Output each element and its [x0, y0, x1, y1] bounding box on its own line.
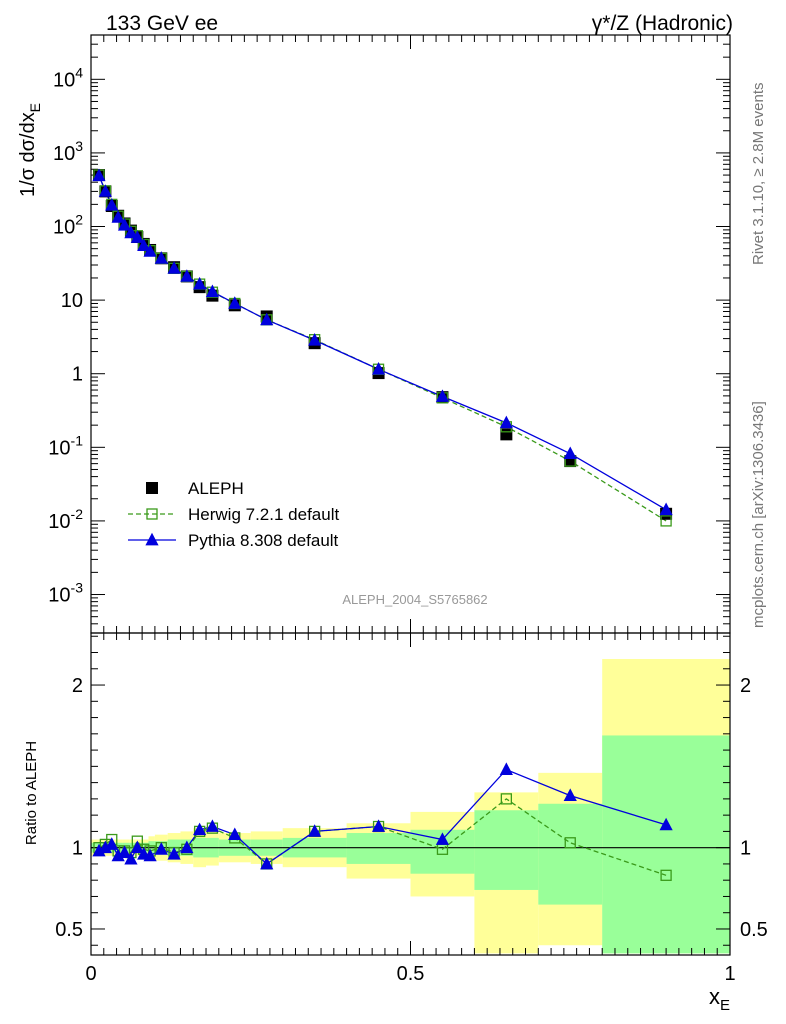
ratio-pythia-point: [499, 762, 513, 776]
mcplots-label: mcplots.cern.ch [arXiv:1306.3436]: [750, 401, 767, 628]
main-line-pythia: [98, 175, 667, 511]
ratio-pythia-point: [143, 848, 157, 862]
ratio-pythia-point: [435, 832, 450, 845]
pythia-point: [143, 244, 157, 257]
legend-label: Pythia 8.308 default: [188, 531, 339, 550]
legend-marker: [146, 482, 158, 494]
pythia-point: [117, 218, 132, 231]
analysis-watermark: ALEPH_2004_S5765862: [342, 592, 487, 607]
pythia-point: [98, 184, 112, 197]
header-left: 133 GeV ee: [106, 12, 218, 35]
pythia-point: [167, 261, 181, 274]
ratio-y-tick-label-left: 0.5: [55, 919, 83, 941]
main-line-herwig: [98, 174, 667, 522]
ratio-herwig-point: [500, 793, 513, 805]
pythia-point: [111, 210, 125, 223]
main-y-axis-label: 1/σ dσ/dxE: [17, 103, 43, 197]
pythia-point: [124, 225, 138, 239]
ratio-pythia-point: [659, 817, 673, 831]
ratio-pythia-point: [98, 840, 112, 854]
pythia-point: [371, 362, 386, 375]
ratio-herwig-point: [564, 837, 576, 849]
main-y-tick-label: 103: [53, 138, 83, 165]
uncertainty-band-inner: [538, 803, 603, 905]
ratio-pythia-point: [111, 848, 125, 862]
main-y-tick-label: 104: [53, 64, 83, 91]
ratio-pythia-point: [154, 842, 168, 855]
ratio-x-tick-label: 0: [85, 963, 96, 985]
main-y-tick-label: 10-2: [48, 506, 83, 533]
ratio-pythia-point: [228, 827, 242, 841]
pythia-point: [659, 502, 673, 516]
aleph-point: [500, 428, 513, 441]
pythia-point: [154, 251, 168, 264]
ratio-pythia-point: [92, 843, 106, 857]
main-y-tick-label: 10: [61, 290, 83, 312]
main-y-tick-label: 10-3: [48, 580, 83, 607]
legend-marker: [145, 532, 159, 546]
pythia-point: [92, 168, 106, 182]
pythia-point: [563, 446, 577, 460]
pythia-point: [137, 238, 151, 252]
ratio-y-tick-label-right: 0.5: [740, 919, 768, 941]
ratio-y-axis-label: Ratio to ALEPH: [23, 741, 40, 845]
pythia-point: [205, 284, 220, 298]
ratio-pythia-point: [117, 845, 132, 858]
pythia-point: [228, 296, 242, 309]
pythia-point: [180, 269, 194, 282]
main-y-tick-label: 102: [53, 212, 83, 239]
ratio-y-tick-label-left: 2: [72, 675, 83, 697]
ratio-pythia-point: [180, 840, 194, 854]
main-y-tick-label: 1: [72, 364, 83, 386]
header-right: γ*/Z (Hadronic): [592, 12, 733, 35]
ratio-pythia-point: [105, 837, 119, 850]
legend-marker: [146, 508, 158, 520]
pythia-point: [308, 333, 322, 346]
ratio-pythia-point: [193, 822, 207, 836]
legend: ALEPH Herwig 7.2.1 default Pythia 8.308 de…: [128, 479, 339, 550]
pythia-point: [105, 197, 119, 211]
ratio-pythia-point: [308, 824, 322, 837]
ratio-x-tick-label: 0.5: [397, 963, 425, 985]
pythia-point: [193, 276, 207, 290]
uncertainty-band-inner: [602, 735, 730, 954]
uncertainty-band-inner: [346, 833, 411, 864]
ratio-pythia-point: [130, 840, 144, 854]
ratio-y-tick-label-right: 2: [740, 675, 751, 697]
pythia-point: [435, 389, 450, 402]
uncertainty-band-inner: [474, 810, 539, 890]
legend-label: ALEPH: [188, 479, 244, 498]
ratio-x-tick-label: 1: [724, 963, 735, 985]
rivet-label: Rivet 3.1.10, ≥ 2.8M events: [750, 83, 767, 266]
x-axis-label: xE: [709, 984, 730, 1014]
ratio-pythia-point: [371, 819, 386, 832]
pythia-point: [130, 230, 144, 243]
ratio-pythia-point: [124, 851, 138, 865]
ratio-pythia-point: [205, 819, 220, 832]
ratio-y-tick-label-right: 1: [740, 838, 751, 860]
legend-label: Herwig 7.2.1 default: [188, 505, 339, 524]
ratio-pythia-point: [167, 846, 181, 860]
main-y-tick-label: 10-1: [48, 432, 83, 459]
pythia-point: [499, 415, 513, 429]
ratio-pythia-point: [260, 856, 274, 870]
main-frame: [90, 34, 731, 634]
main-panel: 10-3 10-2 10-1 1 10 102 103 104 1/σ dσ/dxE: [17, 34, 731, 634]
ratio-herwig-point: [660, 869, 672, 881]
ratio-pythia-point: [563, 788, 577, 802]
pythia-point: [260, 312, 274, 326]
ratio-y-tick-label-left: 1: [72, 838, 83, 860]
herwig-point: [660, 515, 672, 527]
